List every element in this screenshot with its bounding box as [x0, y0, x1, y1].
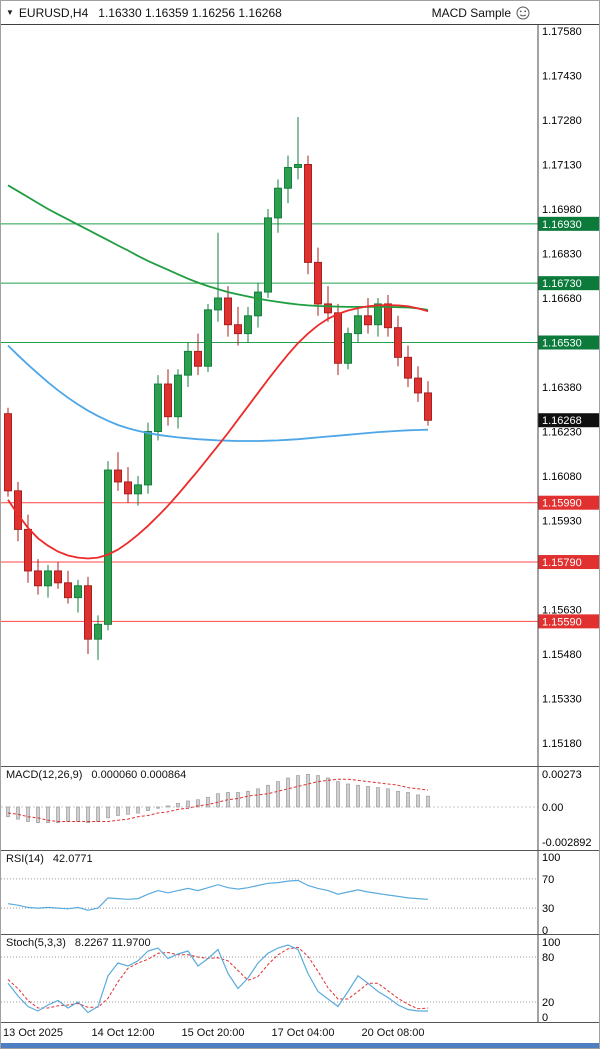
- svg-text:1.17280: 1.17280: [542, 115, 582, 127]
- ma-slow-green: [7, 184, 429, 311]
- svg-text:1.16380: 1.16380: [542, 382, 582, 394]
- candles: [4, 117, 432, 660]
- expert-name-label: MACD Sample: [431, 5, 511, 20]
- stoch-header: Stoch(5,3,3) 8.2267 11.9700: [6, 937, 151, 949]
- svg-text:1.16980: 1.16980: [542, 204, 582, 216]
- svg-text:80: 80: [542, 952, 554, 964]
- ma-slow-blue: [7, 344, 429, 442]
- expert-info: MACD Sample: [432, 6, 594, 20]
- time-label: 14 Oct 12:00: [91, 1027, 155, 1039]
- main-chart-canvas[interactable]: 1.17580 1.17430 1.17280 1.17130 1.16980 1.168…: [1, 25, 600, 766]
- svg-text:1.15180: 1.15180: [542, 738, 582, 750]
- time-label: 13 Oct 2025: [3, 1027, 63, 1039]
- macd-scale: 0.00273 0.00 -0.002892: [542, 769, 592, 849]
- stoch-values: 8.2267 11.9700: [74, 937, 151, 949]
- macd-header: MACD(12,26,9) 0.000060 0.000864: [6, 769, 186, 781]
- svg-text:1.15990: 1.15990: [542, 498, 582, 510]
- svg-text:1.16830: 1.16830: [542, 249, 582, 261]
- svg-text:0.00273: 0.00273: [542, 769, 582, 781]
- macd-signal-line: [7, 778, 429, 822]
- svg-text:1.15790: 1.15790: [542, 557, 582, 569]
- chart-dropdown-icon[interactable]: ▼: [6, 8, 14, 17]
- svg-text:1.16680: 1.16680: [542, 293, 582, 305]
- price-tags: 1.16930 1.16730 1.16530 1.15990 1.15790 1.155…: [538, 216, 599, 629]
- stochastic-canvas[interactable]: 100 80 20 0: [1, 935, 600, 1022]
- svg-text:1.16080: 1.16080: [542, 471, 582, 483]
- svg-text:100: 100: [542, 852, 560, 864]
- svg-text:1.15480: 1.15480: [542, 649, 582, 661]
- svg-text:1.17430: 1.17430: [542, 71, 582, 83]
- svg-text:1.15630: 1.15630: [542, 605, 582, 617]
- symbol-timeframe-label: EURUSD,H4: [18, 5, 89, 20]
- svg-text:20: 20: [542, 997, 554, 1009]
- svg-text:1.16730: 1.16730: [542, 278, 582, 290]
- svg-text:0: 0: [542, 925, 548, 934]
- svg-text:0: 0: [542, 1012, 548, 1022]
- stochastic-panel: Stoch(5,3,3) 8.2267 11.9700 100 80 20 0: [1, 934, 600, 1022]
- main-chart-panel: 1.17580 1.17430 1.17280 1.17130 1.16980 1.168…: [1, 25, 600, 766]
- ma-fast-red: [7, 304, 429, 560]
- svg-text:30: 30: [542, 903, 554, 915]
- rsi-value: 42.0771: [52, 853, 93, 865]
- stoch-k-line: [7, 944, 428, 1014]
- svg-text:1.17580: 1.17580: [542, 26, 582, 38]
- svg-text:1.16230: 1.16230: [542, 427, 582, 439]
- svg-text:0.00: 0.00: [542, 802, 563, 814]
- rsi-scale: 100 70 30 0: [542, 852, 560, 934]
- macd-title: MACD(12,26,9): [6, 769, 83, 781]
- svg-text:70: 70: [542, 874, 554, 886]
- macd-panel: MACD(12,26,9) 0.000060 0.000864 0.00273 0…: [1, 766, 600, 850]
- time-label: 15 Oct 20:00: [181, 1027, 245, 1039]
- svg-text:1.15930: 1.15930: [542, 516, 582, 528]
- ohlc-values: 1.16330 1.16359 1.16256 1.16268: [98, 5, 282, 20]
- rsi-title: RSI(14): [6, 853, 44, 865]
- macd-values: 0.000060 0.000864: [91, 769, 187, 781]
- macd-histogram: [6, 774, 430, 824]
- time-axis[interactable]: 13 Oct 2025 14 Oct 12:00 15 Oct 20:00 17 Oc…: [1, 1022, 599, 1043]
- rsi-header: RSI(14) 42.0771: [6, 853, 93, 865]
- svg-text:1.16268: 1.16268: [542, 415, 582, 427]
- svg-text:-0.002892: -0.002892: [542, 837, 592, 849]
- time-label: 20 Oct 08:00: [361, 1027, 425, 1039]
- time-label: 17 Oct 04:00: [271, 1027, 335, 1039]
- svg-text:100: 100: [542, 937, 560, 949]
- stoch-d-line: [7, 946, 429, 1010]
- svg-text:1.17130: 1.17130: [542, 160, 582, 172]
- rsi-canvas[interactable]: 100 70 30 0: [1, 851, 600, 934]
- chart-header: ▼ EURUSD,H4 1.16330 1.16359 1.16256 1.16…: [1, 1, 599, 25]
- svg-text:1.16930: 1.16930: [542, 219, 582, 231]
- svg-text:1.16530: 1.16530: [542, 338, 582, 350]
- rsi-panel: RSI(14) 42.0771 100 70 30 0: [1, 850, 600, 934]
- rsi-line: [7, 879, 429, 911]
- expert-status-icon[interactable]: [516, 6, 530, 20]
- svg-text:1.15330: 1.15330: [542, 694, 582, 706]
- svg-text:1.15590: 1.15590: [542, 616, 582, 628]
- price-scale: 1.17580 1.17430 1.17280 1.17130 1.16980 1.168…: [542, 26, 582, 750]
- stoch-scale: 100 80 20 0: [542, 937, 560, 1022]
- macd-canvas[interactable]: 0.00273 0.00 -0.002892: [1, 767, 600, 850]
- stoch-title: Stoch(5,3,3): [6, 937, 66, 949]
- window-bottom-border: [1, 1043, 599, 1048]
